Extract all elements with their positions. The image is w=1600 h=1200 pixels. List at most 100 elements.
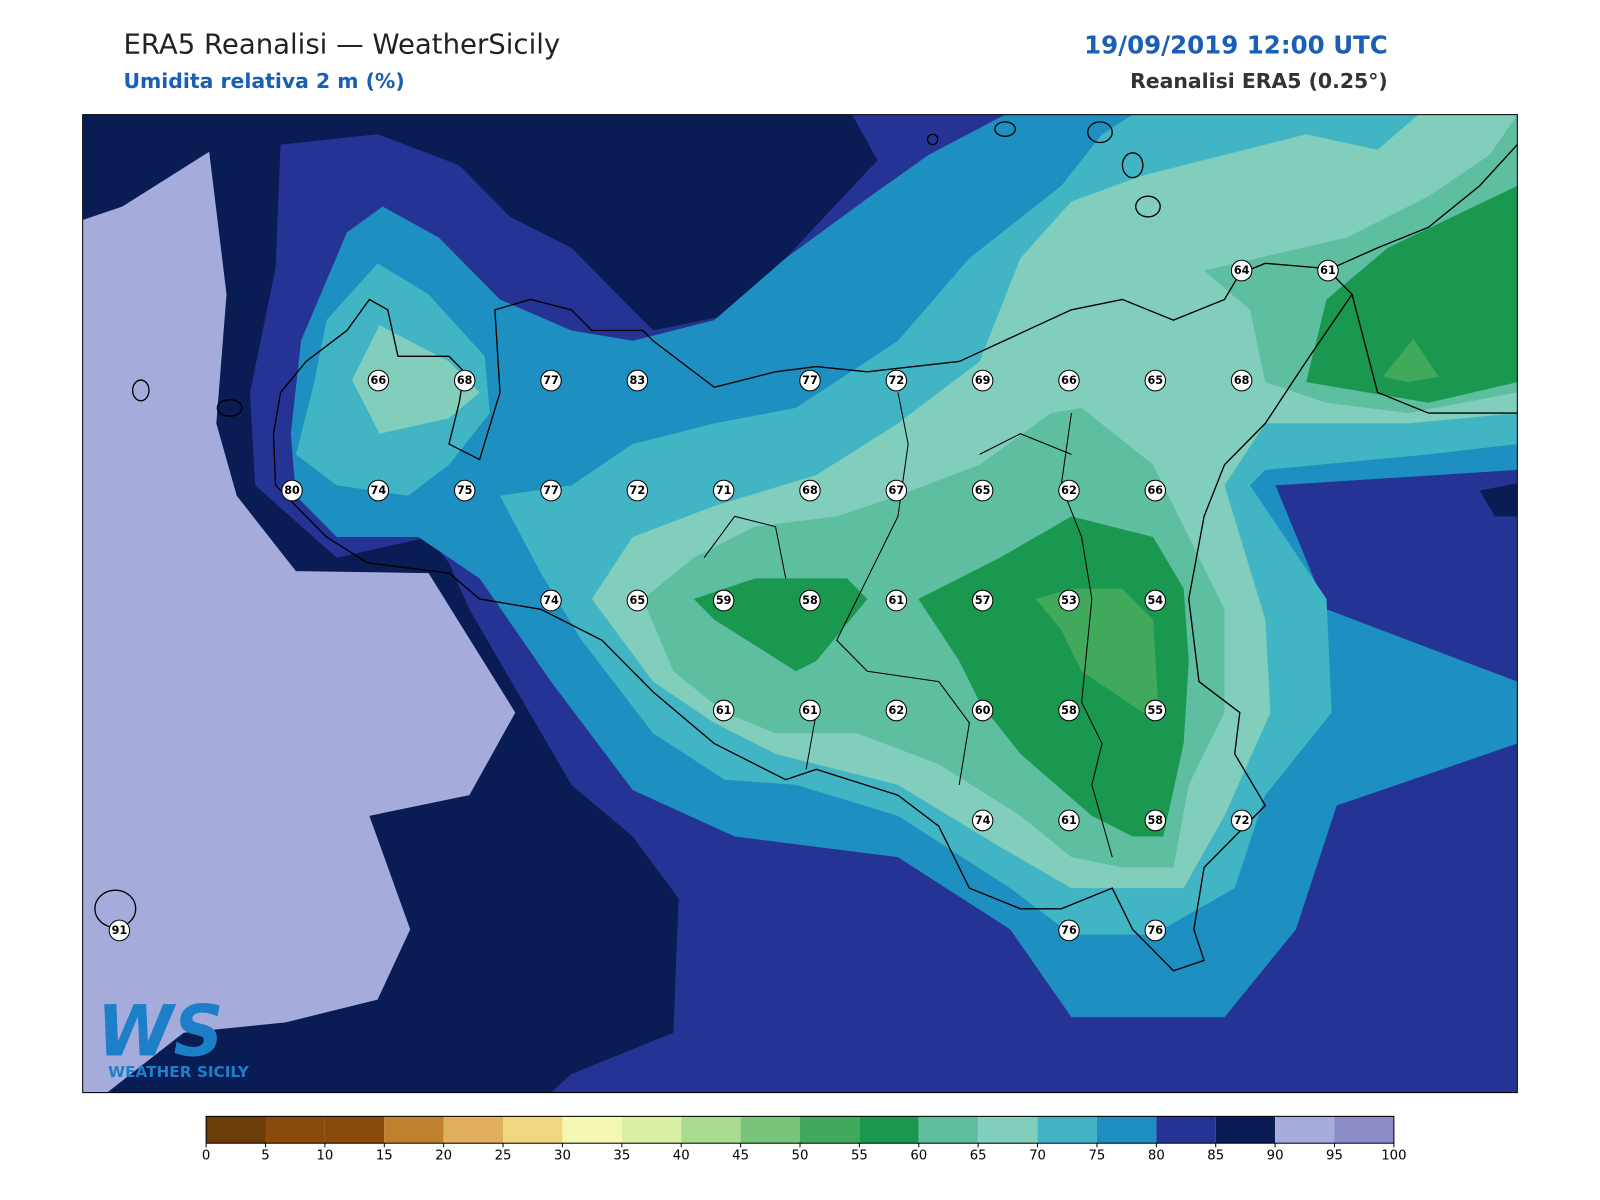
colorbar-tick-label: 0 bbox=[202, 1149, 210, 1164]
colorbar-segment bbox=[562, 1116, 622, 1144]
colorbar-tick-label: 100 bbox=[1381, 1149, 1406, 1164]
colorbar-segment bbox=[324, 1116, 385, 1144]
station-value: 58 bbox=[802, 594, 818, 607]
station-value: 80 bbox=[284, 484, 300, 497]
station-marker bbox=[453, 369, 476, 392]
station-value: 77 bbox=[543, 374, 559, 387]
station-marker bbox=[885, 589, 908, 612]
station-value: 76 bbox=[1148, 924, 1164, 937]
station-value: 53 bbox=[1061, 594, 1077, 607]
logo-mark: WS bbox=[97, 991, 224, 1072]
level-80 bbox=[1275, 483, 1518, 677]
level-55 bbox=[693, 578, 868, 672]
island bbox=[994, 121, 1016, 137]
station-marker bbox=[971, 699, 994, 722]
station-value: 61 bbox=[1061, 814, 1077, 827]
station-marker bbox=[971, 479, 994, 502]
island bbox=[1121, 152, 1144, 179]
colorbar-tick-label: 80 bbox=[1148, 1149, 1165, 1164]
colorbar-segment bbox=[384, 1116, 444, 1144]
island bbox=[1135, 195, 1161, 218]
colorbar-tick-label: 30 bbox=[554, 1149, 571, 1164]
station-marker bbox=[540, 589, 562, 612]
station-marker bbox=[281, 479, 303, 502]
station-value: 74 bbox=[975, 814, 991, 827]
colorbar-tick-label: 40 bbox=[673, 1149, 690, 1164]
colorbar-segment bbox=[1334, 1116, 1394, 1144]
source: Reanalisi ERA5 (0.25°) bbox=[1130, 69, 1388, 93]
station-marker bbox=[108, 919, 131, 942]
colorbar-tick-label: 75 bbox=[1089, 1149, 1106, 1164]
station-value: 74 bbox=[543, 594, 559, 607]
station-marker bbox=[1230, 369, 1253, 392]
colorbar-segment bbox=[918, 1116, 979, 1144]
station-marker bbox=[971, 809, 994, 832]
station-marker bbox=[799, 479, 821, 502]
station-value: 57 bbox=[975, 594, 991, 607]
station-value: 61 bbox=[802, 704, 818, 717]
station-value: 72 bbox=[889, 374, 905, 387]
colorbar-tick-label: 5 bbox=[261, 1149, 269, 1164]
colorbar-tick-label: 15 bbox=[376, 1149, 393, 1164]
colorbar-tick-label: 55 bbox=[851, 1149, 868, 1164]
station-marker bbox=[1144, 699, 1167, 722]
island bbox=[1087, 121, 1113, 144]
title: ERA5 Reanalisi — WeatherSicily bbox=[123, 28, 560, 61]
station-marker bbox=[1144, 589, 1167, 612]
station-marker bbox=[626, 369, 649, 392]
colorbar-segment bbox=[503, 1116, 563, 1144]
station-marker bbox=[1058, 589, 1080, 612]
colorbar-segment bbox=[265, 1116, 325, 1144]
colorbar-tick-label: 95 bbox=[1326, 1149, 1343, 1164]
station-value: 68 bbox=[802, 484, 818, 497]
level-50 bbox=[1382, 338, 1439, 383]
station-value: 64 bbox=[1234, 264, 1250, 277]
colorbar-segment bbox=[1275, 1116, 1335, 1144]
colorbar-segment bbox=[978, 1116, 1038, 1144]
colorbar-segment bbox=[740, 1116, 800, 1144]
station-marker bbox=[367, 369, 390, 392]
station-value: 65 bbox=[1148, 374, 1164, 387]
station-value: 76 bbox=[1061, 924, 1077, 937]
station-marker bbox=[1058, 479, 1080, 502]
station-value: 83 bbox=[630, 374, 646, 387]
station-value: 91 bbox=[112, 924, 128, 937]
station-marker bbox=[626, 589, 649, 612]
station-marker bbox=[1144, 369, 1167, 392]
colorbar-tick-label: 50 bbox=[792, 1149, 809, 1164]
colorbar-tick-label: 10 bbox=[316, 1149, 333, 1164]
station-marker bbox=[712, 589, 735, 612]
station-value: 65 bbox=[630, 594, 646, 607]
station-value: 62 bbox=[1061, 484, 1077, 497]
colorbar-segment bbox=[681, 1116, 741, 1144]
colorbar-tick-label: 90 bbox=[1267, 1149, 1284, 1164]
station-value: 54 bbox=[1148, 594, 1164, 607]
station-marker bbox=[1058, 369, 1080, 392]
station-value: 65 bbox=[975, 484, 991, 497]
station-value: 72 bbox=[630, 484, 646, 497]
colorbar-segment bbox=[859, 1116, 919, 1144]
stations: 64 61 66 68 77 83 77 72 69 66 65 68 80 74 75 77 72 71 68 67… bbox=[108, 259, 1339, 942]
colorbar-segment bbox=[206, 1116, 266, 1144]
station-marker bbox=[1230, 259, 1253, 282]
datetime: 19/09/2019 12:00 UTC bbox=[1084, 31, 1388, 60]
field: 64 61 66 68 77 83 77 72 69 66 65 68 80 74 75 77 72 71 68 67… bbox=[82, 114, 1518, 1093]
station-marker bbox=[1144, 479, 1167, 502]
station-value: 72 bbox=[1234, 814, 1250, 827]
level-65 bbox=[352, 325, 480, 434]
station-marker bbox=[540, 369, 562, 392]
colorbar-tick-label: 85 bbox=[1207, 1149, 1224, 1164]
colorbar-segment bbox=[1096, 1116, 1157, 1144]
station-value: 61 bbox=[889, 594, 905, 607]
station-marker bbox=[1058, 919, 1080, 942]
colorbar-tick-label: 60 bbox=[910, 1149, 927, 1164]
colorbar: 0 5 10 15 20 25 30 35 40 45 50 55 60 65 70 75 80 85 90 95 10… bbox=[202, 1115, 1407, 1164]
station-marker bbox=[799, 369, 821, 392]
station-value: 74 bbox=[371, 484, 387, 497]
station-marker bbox=[1058, 699, 1080, 722]
station-value: 77 bbox=[802, 374, 818, 387]
sicily-coast bbox=[272, 262, 1353, 972]
station-value: 58 bbox=[1148, 814, 1164, 827]
level-55 bbox=[1306, 185, 1518, 403]
